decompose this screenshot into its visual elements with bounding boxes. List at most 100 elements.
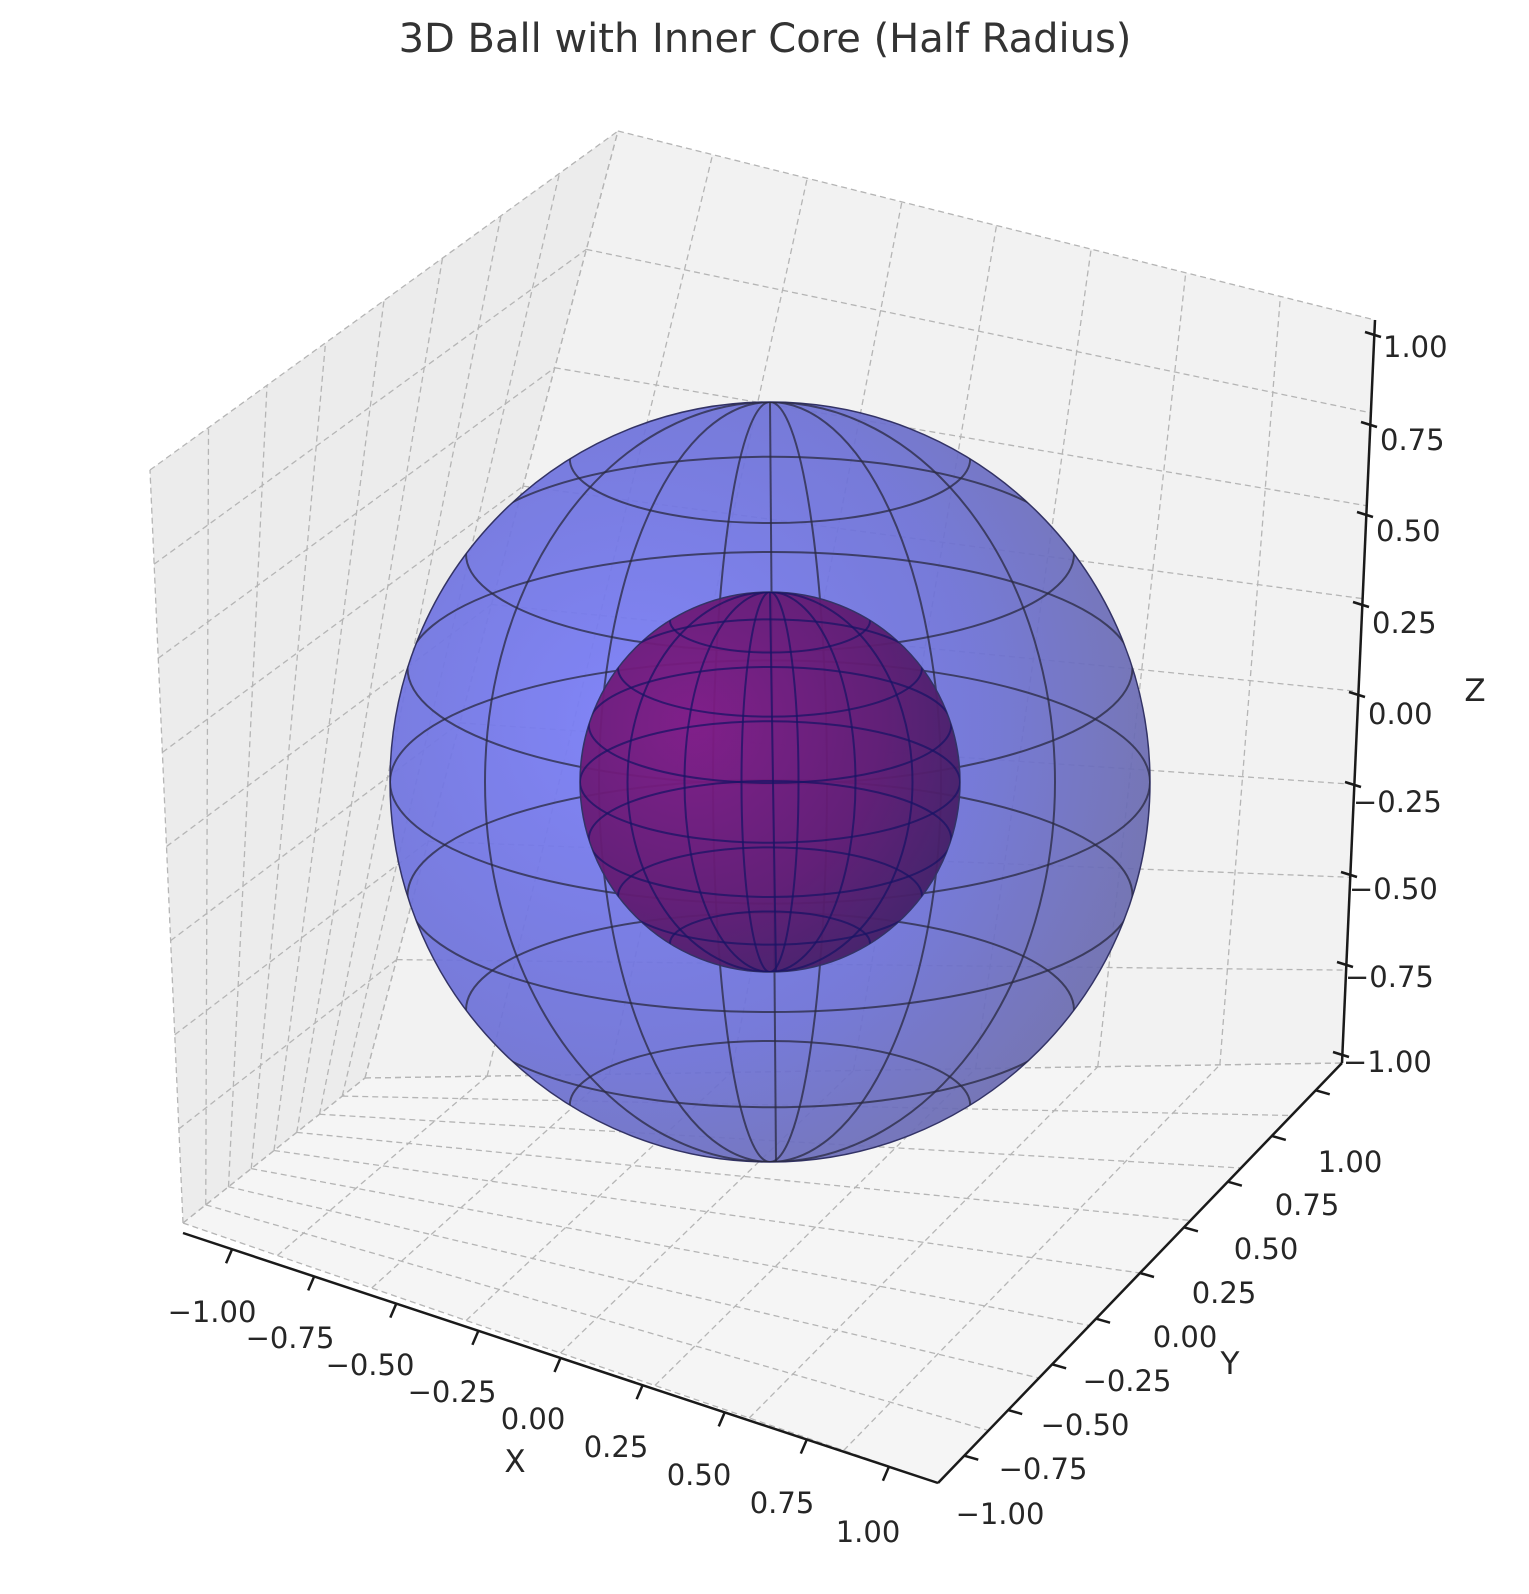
y-tick-mark	[1139, 1271, 1155, 1279]
grid-line	[182, 1077, 366, 1224]
x-tick-mark	[799, 1439, 808, 1455]
x-tick-label: −0.75	[246, 1321, 335, 1355]
chart-title: 3D Ball with Inner Core (Half Radius)	[399, 16, 1132, 62]
grid-line	[153, 248, 587, 565]
x-tick-label: 0.75	[750, 1486, 815, 1520]
x-tick-mark	[635, 1384, 644, 1400]
grid-line	[617, 130, 1376, 321]
grid-line	[161, 485, 524, 753]
latitude-ring	[617, 846, 923, 946]
x-tick-label: 0.25	[584, 1430, 649, 1464]
z-tick-mark	[1332, 1050, 1350, 1059]
x-tick-mark	[389, 1303, 398, 1319]
z-tick-label: −0.75	[1345, 960, 1434, 994]
x-tick-label: 0.00	[501, 1402, 566, 1436]
longitude-line	[740, 592, 800, 972]
z-tick-label: 0.00	[1368, 697, 1433, 731]
axis-ticks	[224, 330, 1382, 1482]
z-tick-label: 1.00	[1383, 330, 1448, 364]
longitude-line	[683, 592, 857, 972]
z-tick-mark	[1356, 510, 1374, 519]
grid-line	[149, 130, 619, 471]
z-tick-mark	[1364, 330, 1382, 339]
grid-line	[1219, 296, 1282, 1065]
z-tick-mark	[1348, 690, 1366, 699]
z-axis-label: Z	[1464, 673, 1485, 709]
y-tick-mark	[1183, 1226, 1199, 1233]
x-tick-label: −1.00	[168, 1295, 257, 1329]
grid-line	[251, 1167, 1090, 1327]
grid-line	[149, 469, 184, 1224]
longitude-line	[484, 402, 1056, 1162]
z-tick-label: 0.50	[1376, 514, 1441, 548]
y-axis-label: Y	[1220, 1346, 1240, 1382]
latitude-ring	[568, 1039, 972, 1162]
grid-line	[174, 840, 429, 1036]
pane-left	[150, 131, 618, 1223]
latitude-ring	[580, 720, 960, 844]
y-tick-label: −1.00	[956, 1497, 1045, 1531]
y-tick-label: 0.75	[1275, 1188, 1340, 1222]
y-tick-label: −0.25	[1083, 1364, 1172, 1398]
y-tick-mark	[963, 1454, 979, 1461]
grid-line	[748, 1066, 1099, 1419]
x-tick-label: 1.00	[836, 1515, 901, 1549]
longitude-line	[626, 592, 914, 972]
grid-line	[273, 300, 385, 1151]
x-tick-label: −0.25	[408, 1375, 497, 1409]
grid-line	[166, 603, 492, 848]
y-tick-mark	[1095, 1317, 1111, 1324]
z-tick-label: 0.25	[1372, 606, 1437, 640]
x-tick-mark	[307, 1275, 316, 1291]
grid-line	[554, 367, 1367, 507]
x-tick-labels: −1.00 −0.75 −0.50 −0.25 0.00 0.25 0.50 0…	[168, 1295, 901, 1549]
longitude-line	[769, 592, 777, 972]
grid-line	[273, 1149, 1141, 1274]
grid-line	[586, 248, 1372, 414]
grid-line	[276, 1075, 488, 1256]
x-tick-mark	[881, 1466, 891, 1482]
z-tick-mark	[1352, 600, 1370, 609]
grid-line	[205, 1204, 989, 1432]
x-tick-label: −0.50	[326, 1348, 415, 1382]
grid-line	[296, 258, 444, 1133]
z-tick-mark	[1360, 420, 1378, 429]
x-tick-mark	[717, 1411, 726, 1427]
y-tick-mark	[1227, 1180, 1243, 1187]
grid-line	[157, 367, 556, 659]
x-tick-mark	[553, 1357, 562, 1373]
z-tick-mark	[1336, 960, 1354, 969]
y-tick-label: −0.50	[1041, 1408, 1130, 1442]
grid-line	[182, 1222, 939, 1484]
y-tick-mark	[1271, 1134, 1287, 1142]
grid-line	[178, 959, 398, 1130]
y-tick-label: 1.00	[1318, 1145, 1383, 1179]
z-tick-label: −0.50	[1349, 872, 1438, 906]
y-tick-label: 0.50	[1234, 1232, 1299, 1266]
z-tick-mark	[1340, 870, 1358, 879]
grid-line	[371, 1073, 610, 1289]
y-tick-label: −0.75	[999, 1452, 1088, 1486]
x-tick-mark	[224, 1248, 234, 1264]
y-tick-mark	[1051, 1363, 1067, 1370]
z-tick-label: −1.00	[1343, 1045, 1432, 1079]
x-tick-mark	[471, 1330, 480, 1346]
grid-line	[318, 215, 502, 1115]
z-tick-mark	[1344, 780, 1362, 789]
y-tick-mark	[1007, 1408, 1023, 1416]
pane-floor	[183, 1063, 1342, 1483]
y-tick-mark	[1315, 1089, 1331, 1096]
z-tick-label: −0.25	[1353, 785, 1442, 819]
x-tick-label: 0.50	[667, 1458, 732, 1492]
grid-line	[228, 1186, 1040, 1379]
z-axis-line	[1340, 319, 1377, 1064]
x-axis-label: X	[504, 1444, 525, 1480]
inner-sphere	[579, 591, 961, 973]
grid-line	[560, 1070, 854, 1354]
z-tick-label: 0.75	[1380, 423, 1445, 457]
y-tick-labels: −1.00 −0.75 −0.50 −0.25 0.00 0.25 0.50 0…	[956, 1145, 1383, 1531]
y-tick-label: 0.25	[1192, 1276, 1257, 1310]
y-tick-label: 0.00	[1153, 1320, 1218, 1354]
